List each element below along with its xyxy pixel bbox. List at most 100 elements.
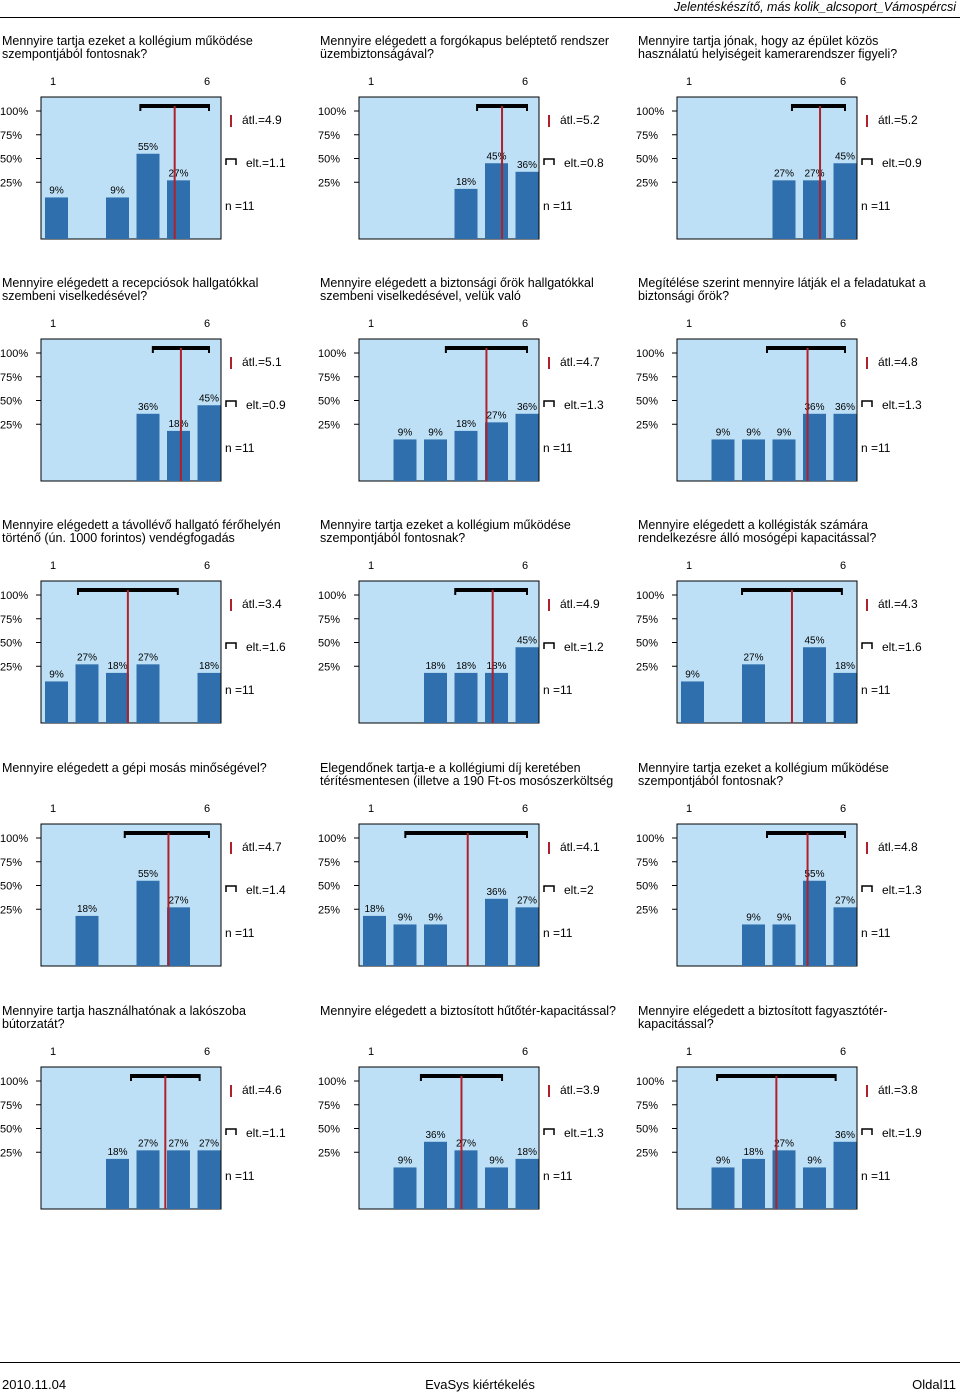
bar-chart: 1 6 100% 75% 50% 25% 9% 9% 9% 36% 36% átl.=4.8 elt.=… <box>636 318 922 482</box>
bar-value-label: 45% <box>804 635 824 646</box>
bar <box>515 907 539 966</box>
scale-left-label: 1 <box>686 803 692 815</box>
bar-value-label: 45% <box>517 635 537 646</box>
bar-chart: 1 6 100% 75% 50% 25% 18% 55% 27% átl.=4.7 elt.=1.4… <box>0 803 286 967</box>
y-tick-label: 100% <box>318 1076 346 1088</box>
y-tick-label: 25% <box>0 419 22 431</box>
mean-label: átl.=4.7 <box>242 840 282 854</box>
bar-value-label: 9% <box>716 1155 731 1166</box>
sd-label: elt.=0.9 <box>246 398 286 412</box>
bar-chart: 1 6 100% 75% 50% 25% 18% 18% 18% 45% átl.=4.9 elt.=… <box>318 560 604 724</box>
bar <box>485 898 508 966</box>
bar-value-label: 18% <box>456 661 476 672</box>
bar <box>45 197 68 239</box>
bar <box>742 664 765 723</box>
bar <box>803 180 826 239</box>
n-label: n =11 <box>225 199 255 213</box>
bar-value-label: 27% <box>199 1138 219 1149</box>
question-title: Mennyire elégedett a biztosított hűtőtér… <box>320 1004 617 1018</box>
footer-date: 2010.11.04 <box>2 1377 67 1392</box>
question-title: Mennyire tartja ezeket a kollégium működ… <box>320 518 571 545</box>
y-tick-label: 50% <box>636 1124 658 1136</box>
mean-label: átl.=4.3 <box>878 597 918 611</box>
y-tick-label: 75% <box>636 372 658 384</box>
y-tick-label: 75% <box>636 614 658 626</box>
n-label: n =11 <box>543 683 573 697</box>
y-tick-label: 100% <box>318 590 346 602</box>
bar-value-label: 9% <box>685 669 700 680</box>
bar <box>45 681 68 723</box>
y-tick-label: 25% <box>318 904 340 916</box>
scale-right-label: 6 <box>522 1046 528 1058</box>
header-rule <box>0 17 960 18</box>
y-tick-label: 100% <box>0 590 28 602</box>
n-label: n =11 <box>861 926 891 940</box>
bar-chart: 1 6 100% 75% 50% 25% 18% 9% 9% 36% 27% átl.=4.1 elt.… <box>318 803 600 967</box>
sd-label: elt.=1.3 <box>882 398 922 412</box>
bar <box>106 672 129 723</box>
bar <box>106 1158 129 1209</box>
bar-value-label: 9% <box>777 912 792 923</box>
question-title: Mennyire tartja jónak, hogy az épület kö… <box>638 34 898 61</box>
bar <box>75 915 99 966</box>
y-tick-label: 50% <box>0 396 22 408</box>
bar <box>167 180 190 239</box>
bar <box>485 672 508 723</box>
bar <box>833 907 857 966</box>
chart-panel <box>40 1066 222 1210</box>
bar <box>485 1167 508 1209</box>
bar-value-label: 36% <box>486 887 506 898</box>
bar-value-label: 55% <box>138 142 158 153</box>
chart-panel <box>40 96 222 240</box>
chart-panel <box>676 580 858 724</box>
bar <box>772 439 796 481</box>
y-tick-label: 75% <box>0 614 22 626</box>
bar-value-label: 9% <box>807 1155 822 1166</box>
bar <box>803 647 826 723</box>
bar-value-label: 45% <box>486 151 506 162</box>
question-title: Mennyire elégedett a recepciósok hallgat… <box>2 276 259 303</box>
scale-right-label: 6 <box>522 76 528 88</box>
y-tick-label: 50% <box>0 1124 22 1136</box>
n-label: n =11 <box>861 441 891 455</box>
scale-left-label: 1 <box>368 1046 374 1058</box>
scale-left-label: 1 <box>50 76 56 88</box>
bar-value-label: 36% <box>138 402 158 413</box>
bar <box>772 180 796 239</box>
bar <box>454 188 478 239</box>
scale-right-label: 6 <box>204 560 210 572</box>
bar <box>485 422 508 481</box>
mean-label: átl.=5.1 <box>242 355 282 369</box>
sd-label: elt.=1.3 <box>564 1126 604 1140</box>
bar-value-label: 18% <box>77 904 97 915</box>
bar-value-label: 36% <box>804 402 824 413</box>
sd-legend-icon <box>225 885 237 892</box>
bar <box>515 413 539 481</box>
y-tick-label: 50% <box>636 154 658 166</box>
bar <box>136 153 160 239</box>
bar-value-label: 9% <box>398 1155 413 1166</box>
n-label: n =11 <box>861 199 891 213</box>
bar-value-label: 27% <box>168 168 188 179</box>
bar-value-label: 36% <box>835 1130 855 1141</box>
bar <box>803 880 826 966</box>
y-tick-label: 50% <box>318 396 340 408</box>
scale-left-label: 1 <box>686 76 692 88</box>
scale-left-label: 1 <box>50 803 56 815</box>
sd-label: elt.=1.1 <box>246 156 286 170</box>
sd-legend-icon <box>225 158 237 165</box>
bar-chart: 1 6 100% 75% 50% 25% 9% 9% 55% 27% átl.=4.8 elt.=1.… <box>636 803 922 967</box>
bar-value-label: 18% <box>456 419 476 430</box>
bar-value-label: 9% <box>489 1155 504 1166</box>
question-title: Mennyire elégedett a kollégisták számára… <box>638 518 877 545</box>
bar <box>485 163 508 239</box>
bar-value-label: 9% <box>777 427 792 438</box>
y-tick-label: 50% <box>318 638 340 650</box>
scale-right-label: 6 <box>204 1046 210 1058</box>
scale-right-label: 6 <box>522 560 528 572</box>
scale-left-label: 1 <box>50 560 56 572</box>
y-tick-label: 100% <box>318 348 346 360</box>
bar <box>742 924 765 966</box>
y-tick-label: 75% <box>318 130 340 142</box>
